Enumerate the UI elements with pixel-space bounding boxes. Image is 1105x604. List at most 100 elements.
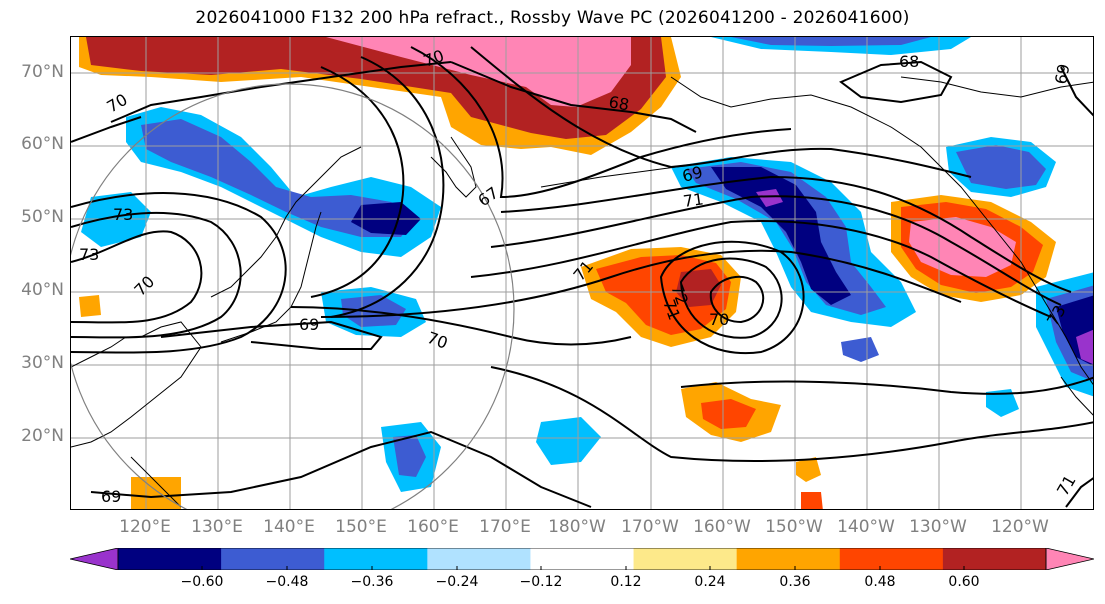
- contour-jet-1: [500, 175, 1072, 293]
- colorbar-border: [117, 548, 1047, 570]
- lon-label-180w: 180°W: [548, 517, 606, 537]
- colorbar-tick-label: −0.60: [180, 574, 224, 590]
- coast-kamchatka: [430, 136, 477, 198]
- colorbar-ticks: [201, 566, 965, 570]
- shade-cpac-purple: [756, 189, 783, 207]
- contour-68-ne: [839, 60, 953, 104]
- colorbar-tick-label: −0.36: [350, 574, 394, 590]
- shade-west-blue2: [141, 119, 416, 237]
- coastlines: [71, 76, 1093, 508]
- shade-sw-blue2: [393, 435, 426, 477]
- lon-label-150w: 150°W: [765, 517, 823, 537]
- contour-label: 70: [709, 310, 729, 329]
- colorbar-segment: [221, 548, 325, 570]
- colorbar-segments: [70, 548, 1094, 570]
- contour-label: 68: [607, 92, 630, 114]
- contour-70-north: [110, 61, 452, 123]
- lon-label-130w: 130°W: [909, 517, 967, 537]
- contour-71: [71, 192, 287, 354]
- contour-label: 70: [130, 272, 158, 300]
- reference-circle: [71, 83, 515, 509]
- contour-72: [71, 211, 242, 339]
- contour-70-japan: [290, 306, 632, 346]
- lon-label-170w: 170°W: [621, 517, 679, 537]
- colorbar-tick-label: 0.48: [864, 574, 896, 590]
- contour-label: 69: [1051, 62, 1073, 85]
- shade-ne-blue4: [956, 145, 1046, 189]
- contour-69-japan: [160, 320, 383, 350]
- colorbar-segment: [324, 548, 428, 570]
- shade-cpac-darkred: [676, 269, 721, 307]
- contour-nw-70: [71, 116, 142, 143]
- coast-japan: [220, 211, 322, 343]
- contour-label: 69: [680, 162, 705, 186]
- map-title: 2026041000 F132 200 hPa refract., Rossby…: [195, 8, 910, 28]
- contour-label: 70: [104, 90, 131, 117]
- colorbar-tick-label: 0.12: [610, 574, 642, 590]
- shade-small-blue1: [841, 337, 879, 362]
- map-canvas: 70 70 68 68 69 67 69 71 73 73 71 70 69 7…: [71, 37, 1093, 509]
- colorbar-segment: [118, 548, 222, 570]
- shade-sub-red: [701, 399, 756, 429]
- contour-69-mid: [470, 46, 972, 178]
- map-panel: 70 70 68 68 69 67 69 71 73 73 71 70 69 7…: [70, 36, 1094, 510]
- shade-small-orange2: [79, 295, 101, 317]
- shade-sw-orange: [131, 477, 181, 509]
- colorbar-segment: [530, 548, 635, 570]
- lat-label-30n: 30°N: [21, 353, 64, 373]
- lon-label-160w: 160°W: [693, 517, 751, 537]
- lon-label-170e: 170°E: [479, 517, 531, 537]
- shade-small-red1: [801, 492, 823, 509]
- shade-cpac-navy: [711, 167, 851, 305]
- lat-label-40n: 40°N: [21, 280, 64, 300]
- contour-label: 70: [425, 328, 451, 353]
- contour-label: 73: [113, 205, 133, 224]
- contour-label: 68: [899, 52, 919, 71]
- contour-68-north: [450, 61, 697, 133]
- contour-label: 71: [682, 189, 705, 211]
- contour-ne-69: [1060, 66, 1093, 117]
- colorbar-segment: [736, 548, 841, 570]
- colorbar-segment: [839, 548, 944, 570]
- gridlines: [71, 37, 1093, 509]
- contour-jet-3: [470, 220, 1052, 318]
- coast-alaska: [670, 76, 1093, 386]
- lon-label-120w: 120°W: [991, 517, 1049, 537]
- contour-72-low: [659, 240, 805, 355]
- coast-aleutians: [540, 164, 692, 188]
- contour-subtropic-2: [490, 366, 1093, 463]
- contour-south-1: [90, 430, 592, 508]
- colorbar-segment: [633, 548, 738, 570]
- lon-label-130e: 130°E: [191, 517, 243, 537]
- colorbar-extend-right: [1045, 548, 1094, 570]
- colorbar-segment: [942, 548, 1047, 570]
- contour-lines: [71, 46, 1093, 508]
- colorbar-tick-label: −0.12: [519, 574, 563, 590]
- colorbar-segment: [427, 548, 531, 570]
- shade-east-purple: [1076, 329, 1093, 365]
- contour-71-low: [679, 257, 783, 339]
- colorbar-tick-label: 0.60: [948, 574, 980, 590]
- contour-70-low: [709, 275, 765, 324]
- lon-label-120e: 120°E: [119, 517, 171, 537]
- colorbar-tick-label: 0.24: [694, 574, 726, 590]
- contour-low-b: [330, 56, 445, 318]
- shade-nepac-pink: [909, 217, 1016, 277]
- lon-label-160e: 160°E: [407, 517, 459, 537]
- lat-label-60n: 60°N: [21, 134, 64, 154]
- colorbar-tick-label: −0.24: [435, 574, 479, 590]
- contour-low-a: [310, 66, 405, 298]
- contour-73: [71, 230, 203, 324]
- contour-jet-2: [490, 195, 1062, 306]
- contour-label: 69: [299, 315, 319, 334]
- coast-asia: [71, 321, 202, 448]
- coast-philippines: [130, 456, 182, 508]
- contour-label: 73: [79, 245, 99, 264]
- lon-label-140w: 140°W: [837, 517, 895, 537]
- colorbar-tick-label: −0.48: [265, 574, 309, 590]
- lat-label-20n: 20°N: [21, 426, 64, 446]
- coast-mexico: [1060, 376, 1093, 416]
- shade-north-pink: [326, 37, 631, 107]
- contour-se-71: [1065, 477, 1093, 508]
- contour-subtropic: [680, 376, 1093, 395]
